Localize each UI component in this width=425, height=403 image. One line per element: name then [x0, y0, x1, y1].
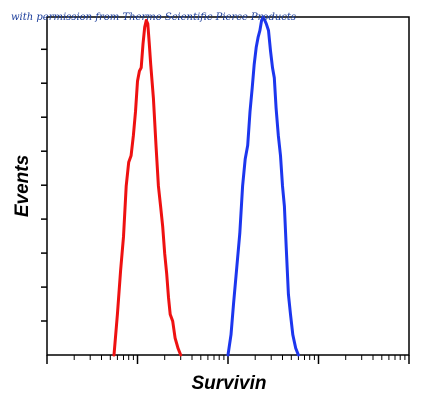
y-axis-title: Events — [12, 155, 33, 217]
watermark-text: with permission from Thermo Scientific P… — [11, 12, 296, 23]
series-layer — [112, 15, 300, 357]
series-line-red — [112, 18, 183, 357]
x-axis-title: Survivin — [192, 373, 267, 394]
series-line-blue — [226, 15, 300, 357]
y-axis-ticks — [41, 48, 47, 322]
x-axis-ticks — [46, 355, 410, 364]
plot-frame — [46, 16, 410, 356]
